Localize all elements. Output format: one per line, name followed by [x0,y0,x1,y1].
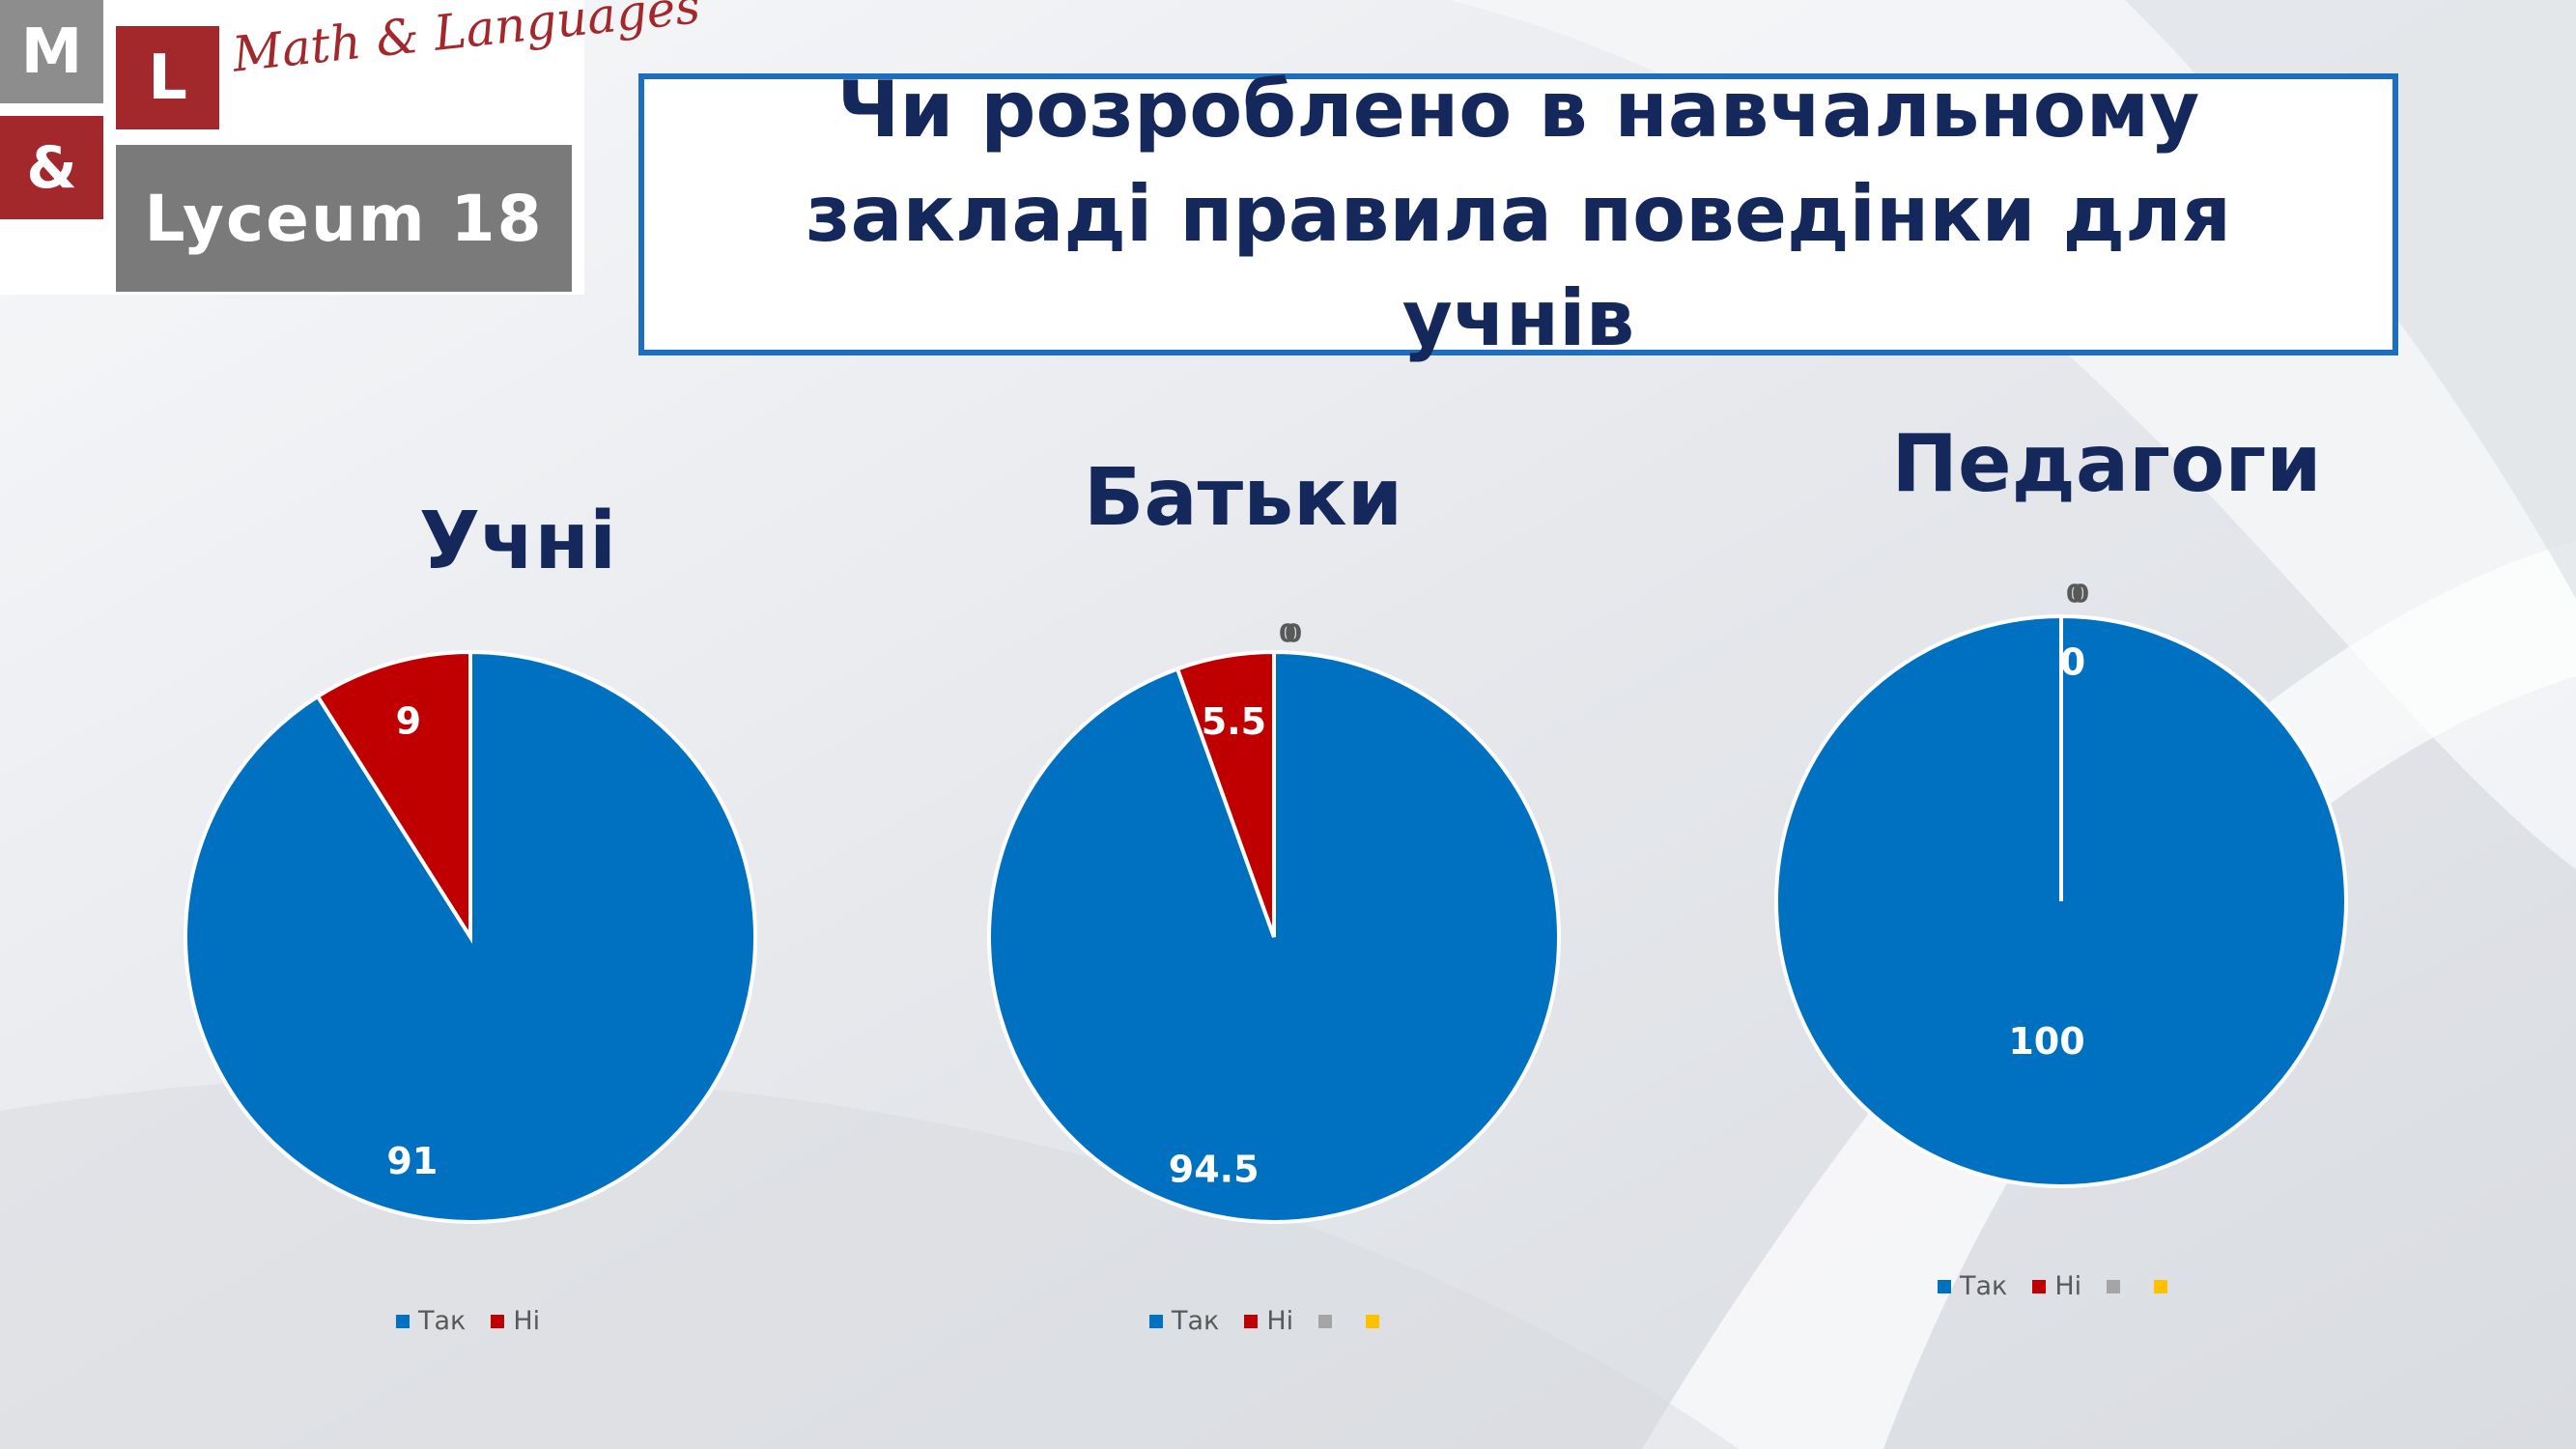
legend-item-parents-2 [1318,1314,1341,1328]
pie-label-parents-3: 0 [1285,620,1302,649]
slide-title-box: Чи розроблено в навчальному закладі прав… [638,65,2398,363]
pie-label-teachers-0: 100 [2008,1020,2084,1063]
legend-label-teachers-1: Ні [2054,1271,2082,1301]
chart-title-parents: Батьки [1083,452,1403,544]
legend-item-teachers-1: Ні [2032,1271,2081,1301]
logo-lyceum-block: Lyceum 18 [116,145,572,292]
pie-label-parents-1: 5.5 [1202,700,1266,743]
legend-teachers: Так Ні [1938,1271,2176,1301]
legend-label-parents-0: Так [1172,1306,1220,1336]
legend-swatch-parents-2 [1318,1314,1333,1328]
legend-item-students-0: Так [396,1306,466,1336]
legend-swatch-parents-3 [1366,1314,1380,1328]
legend-item-teachers-3 [2154,1279,2176,1293]
logo-m-block: M [0,0,103,103]
logo-l-block: L [116,26,219,129]
legend-item-teachers-0: Так [1938,1271,2007,1301]
legend-students: Так Ні [396,1306,540,1336]
legend-label-teachers-0: Так [1960,1271,2008,1301]
pie-label-students-0: 91 [386,1140,438,1182]
legend-swatch-teachers-0 [1938,1279,1951,1293]
legend-swatch-teachers-2 [2107,1279,2121,1293]
legend-item-parents-3 [1366,1314,1388,1328]
legend-item-parents-1: Ні [1244,1306,1293,1336]
pie-slice-students-1 [315,649,472,944]
legend-item-parents-0: Так [1149,1306,1219,1336]
legend-item-students-1: Ні [491,1306,540,1336]
legend-swatch-students-0 [396,1314,410,1328]
lyceum-logo: M L & Math & Languages Lyceum 18 [0,0,702,295]
legend-swatch-teachers-1 [2032,1279,2047,1293]
chart-title-students: Учні [418,496,617,587]
pie-label-parents-0: 94.5 [1169,1148,1260,1190]
legend-swatch-parents-1 [1244,1314,1259,1328]
logo-ampersand-block: & [0,116,103,219]
legend-swatch-students-1 [491,1314,505,1328]
pie-label-teachers-1: 0 [2060,641,2085,684]
pie-label-parents-2: 0 [1279,620,1296,649]
legend-swatch-teachers-3 [2154,1279,2168,1293]
chart-title-teachers: Педагоги [1891,418,2322,510]
legend-label-students-1: Ні [513,1306,541,1336]
legend-label-students-0: Так [418,1306,467,1336]
pie-label-teachers-2: 0 [2066,581,2083,610]
legend-parents: Так Ні [1149,1306,1388,1336]
pie-slice-parents-1 [1175,649,1276,938]
pie-label-teachers-3: 0 [2072,581,2089,610]
legend-label-parents-1: Ні [1266,1306,1294,1336]
pie-label-students-1: 9 [396,700,421,743]
legend-swatch-parents-0 [1149,1314,1163,1328]
legend-item-teachers-2 [2107,1279,2129,1293]
slide-title: Чи розроблено в навчальному закладі прав… [805,65,2232,363]
